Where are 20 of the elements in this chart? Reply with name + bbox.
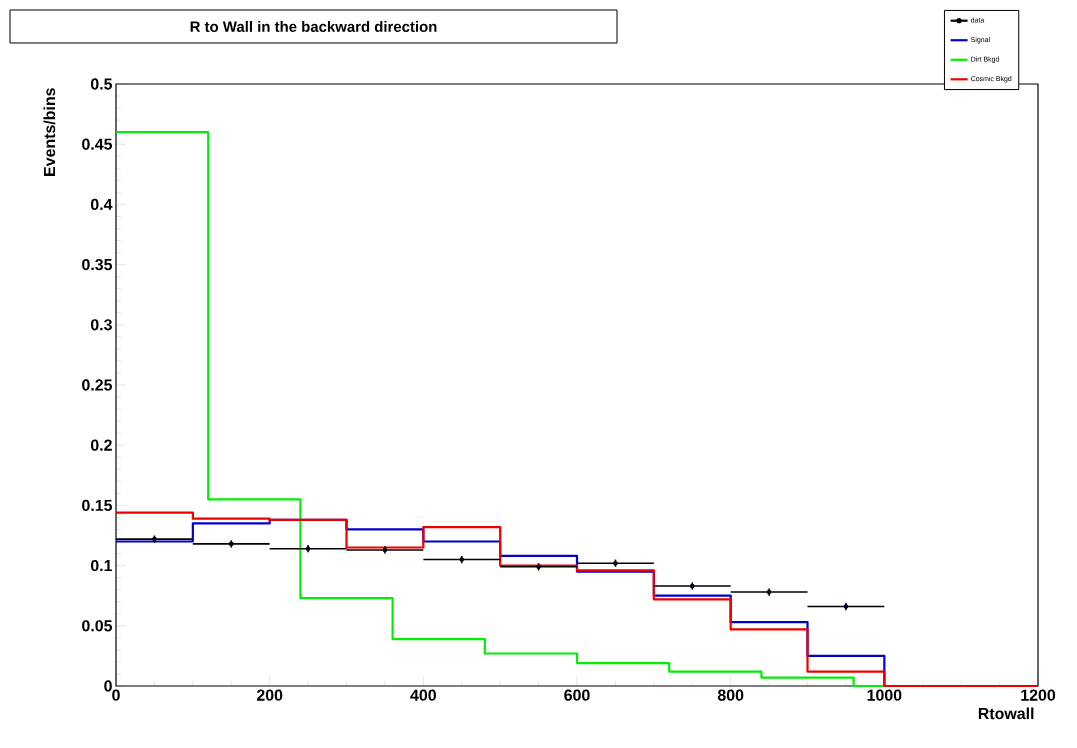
y-tick-label: 0.45 bbox=[82, 138, 113, 150]
y-axis-title: Events/bins bbox=[43, 88, 56, 176]
x-tick-label: 200 bbox=[256, 689, 283, 701]
x-tick-label: 400 bbox=[410, 689, 436, 701]
y-tick-label: 0.1 bbox=[90, 559, 113, 572]
y-tick-label: 0.15 bbox=[82, 499, 113, 512]
x-tick-label: 1200 bbox=[1021, 689, 1056, 701]
x-tick-label: 800 bbox=[717, 689, 744, 701]
y-tick-label: 0.2 bbox=[90, 439, 112, 451]
y-tick-label: 0.05 bbox=[82, 620, 113, 632]
y-tick-label: 0.5 bbox=[90, 78, 113, 90]
x-axis-title: Rtowall bbox=[978, 707, 1034, 720]
y-tick-label: 0.25 bbox=[82, 379, 113, 391]
y-tick-label: 0.35 bbox=[82, 258, 113, 271]
y-tick-label: 0 bbox=[104, 680, 112, 692]
y-tick-label: 0.3 bbox=[90, 319, 112, 331]
chart-title: R to Wall in the backward direction bbox=[190, 21, 437, 32]
x-tick-label: 600 bbox=[564, 689, 590, 701]
x-tick-label: 1000 bbox=[867, 689, 902, 701]
y-tick-label: 0.4 bbox=[90, 198, 113, 211]
